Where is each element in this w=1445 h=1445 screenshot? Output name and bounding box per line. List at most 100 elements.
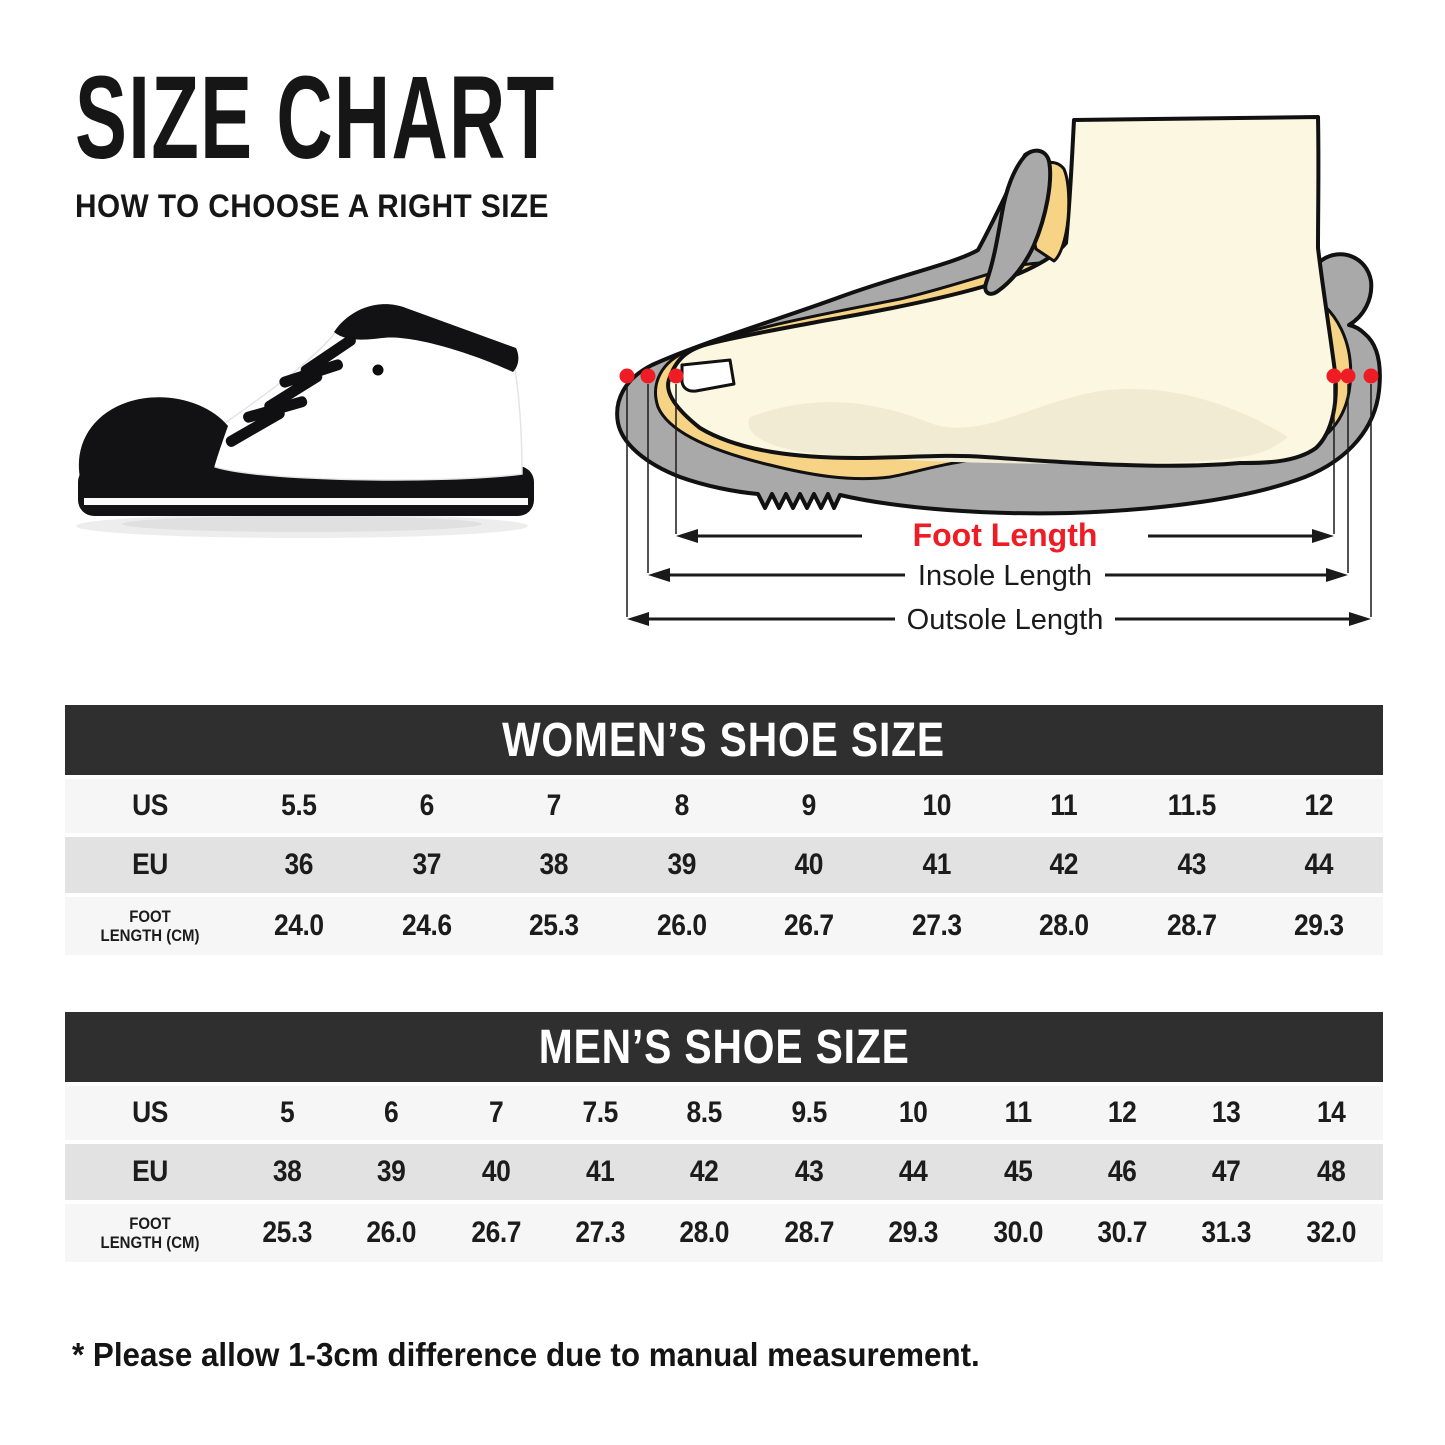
row-label: US [132, 789, 168, 822]
size-cell: 5.5 [281, 789, 317, 822]
foot-shading [748, 388, 1288, 464]
size-cell: 42 [690, 1155, 719, 1188]
size-cell: 7 [488, 1096, 504, 1129]
table-row: EU 36 37 38 39 40 41 42 43 44 [65, 837, 1383, 893]
size-cell: 39 [377, 1155, 406, 1188]
foot-length-label: Foot Length [913, 517, 1098, 553]
size-cell: 43 [1177, 848, 1206, 881]
size-cell: 48 [1316, 1155, 1346, 1188]
size-cell: 44 [899, 1155, 928, 1188]
shoe-collar [334, 304, 519, 372]
size-cell: 41 [922, 848, 951, 881]
size-cell: 32.0 [1305, 1216, 1356, 1249]
diagram-foot [668, 117, 1336, 466]
row-label: EU [132, 848, 168, 881]
shoe-illustration [70, 276, 546, 544]
size-cell: 28.0 [679, 1216, 730, 1249]
measurement-dots [619, 368, 1379, 384]
row-label: FOOT LENGTH (CM) [100, 906, 200, 945]
womens-size-table: WOMEN’S SHOE SIZE US 5.5 6 7 8 9 10 11 11.5 12 EU 3… [65, 705, 1383, 955]
mens-size-table: MEN’S SHOE SIZE US 5 6 7 7.5 8.5 9.5 10 11 12 13 14… [65, 1012, 1383, 1262]
size-cell: 30.7 [1097, 1216, 1147, 1249]
size-cell: 47 [1212, 1155, 1241, 1188]
size-cell: 25.3 [262, 1216, 312, 1249]
table-row: FOOT LENGTH (CM) 25.3 26.0 26.7 27.3 28.0 28.7 2… [65, 1204, 1383, 1262]
size-cell: 45 [1003, 1155, 1032, 1188]
size-cell: 9 [801, 789, 817, 822]
size-cell: 37 [412, 848, 441, 881]
row-label: FOOT LENGTH (CM) [100, 1213, 200, 1252]
size-cell: 26.0 [366, 1216, 417, 1249]
table-row: EU 38 39 40 41 42 43 44 45 46 47 48 [65, 1144, 1383, 1200]
size-cell: 43 [794, 1155, 824, 1188]
size-cell: 11.5 [1167, 789, 1217, 822]
size-cell: 38 [272, 1155, 302, 1188]
table-row: FOOT LENGTH (CM) 24.0 24.6 25.3 26.0 26.7 27.3 2… [65, 897, 1383, 955]
size-cell: 8.5 [686, 1096, 723, 1129]
size-cell: 13 [1212, 1096, 1241, 1129]
measurement-guide-lines [626, 384, 1372, 617]
size-cell: 39 [667, 848, 696, 881]
size-cell: 5 [280, 1096, 295, 1129]
mens-table-header: MEN’S SHOE SIZE [65, 1012, 1383, 1082]
size-cell: 27.3 [911, 909, 962, 942]
size-cell: 27.3 [575, 1216, 626, 1249]
size-cell: 46 [1107, 1155, 1137, 1188]
insole-length-label: Insole Length [918, 560, 1092, 592]
shoe-laces [225, 334, 356, 447]
size-cell: 10 [899, 1096, 928, 1129]
size-cell: 26.0 [656, 909, 707, 942]
foot-diagram-svg: Foot Length Insole Length Outsole Length [615, 115, 1382, 636]
table-row: US 5 6 7 7.5 8.5 9.5 10 11 12 13 14 [65, 1086, 1383, 1140]
size-cell: 31.3 [1201, 1216, 1252, 1249]
size-cell: 38 [539, 848, 569, 881]
womens-table-header: WOMEN’S SHOE SIZE [65, 705, 1383, 775]
size-cell: 11 [1050, 789, 1078, 822]
size-cell: 26.7 [784, 909, 834, 942]
shoe-toe-cap [78, 397, 228, 488]
row-label: US [132, 1096, 168, 1129]
size-cell: 28.0 [1039, 909, 1089, 942]
size-cell: 42 [1049, 848, 1079, 881]
size-cell: 40 [481, 1155, 511, 1188]
size-cell: 12 [1107, 1096, 1137, 1129]
page-subtitle: HOW TO CHOOSE A RIGHT SIZE [75, 188, 549, 225]
foot-measurement-diagram: Foot Length Insole Length Outsole Length [600, 85, 1420, 655]
page-title: SIZE CHART [75, 52, 556, 184]
shoe-shadow [76, 514, 528, 538]
size-cell: 10 [922, 789, 951, 822]
size-cell: 25.3 [529, 909, 579, 942]
size-cell: 30.0 [992, 1216, 1043, 1249]
size-cell: 24.6 [401, 909, 452, 942]
size-cell: 7 [546, 789, 562, 822]
size-cell: 11 [1004, 1096, 1032, 1129]
size-cell: 28.7 [784, 1216, 834, 1249]
size-cell: 12 [1304, 789, 1334, 822]
size-cell: 26.7 [471, 1216, 521, 1249]
size-cell: 8 [674, 789, 689, 822]
size-cell: 28.7 [1166, 909, 1217, 942]
size-cell: 7.5 [582, 1096, 619, 1129]
diagram-collar-finger [983, 148, 1053, 296]
table-row: US 5.5 6 7 8 9 10 11 11.5 12 [65, 779, 1383, 833]
size-cell: 41 [586, 1155, 615, 1188]
size-cell: 9.5 [791, 1096, 827, 1129]
size-cell: 29.3 [888, 1216, 939, 1249]
sole-stripe [84, 498, 528, 505]
size-cell: 40 [794, 848, 824, 881]
row-label: EU [132, 1155, 168, 1188]
mens-table-title: MEN’S SHOE SIZE [538, 1020, 910, 1074]
size-cell: 29.3 [1294, 909, 1345, 942]
size-cell: 6 [419, 789, 434, 822]
size-cell: 44 [1304, 848, 1334, 881]
size-cell: 14 [1316, 1096, 1346, 1129]
diagram-toenail [680, 358, 736, 393]
sneaker-image [76, 304, 534, 538]
measurement-footnote: * Please allow 1-3cm difference due to m… [72, 1336, 980, 1373]
title-block: SIZE CHART HOW TO CHOOSE A RIGHT SIZE [75, 58, 803, 225]
size-cell: 24.0 [273, 909, 324, 942]
shoe-eyelet [372, 364, 384, 376]
outsole-length-label: Outsole Length [907, 604, 1104, 636]
size-cell: 36 [284, 848, 314, 881]
